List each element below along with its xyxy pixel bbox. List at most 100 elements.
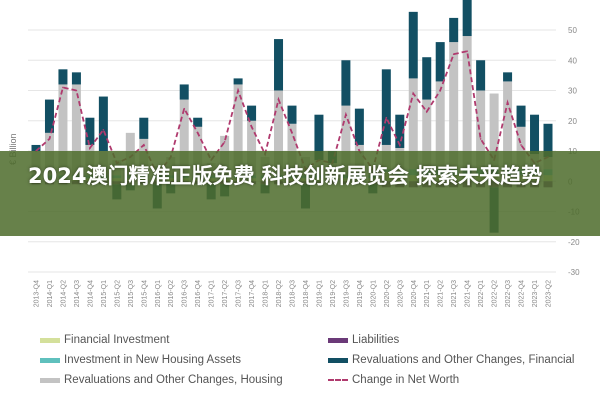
bar-revaluations-and-other-changes-housing — [435, 81, 445, 170]
bar-revaluations-and-other-changes-financial — [31, 144, 41, 151]
x-tick-label: 2015-Q4 — [141, 280, 148, 307]
bar-revaluations-and-other-changes-financial — [193, 117, 203, 127]
legend-swatch — [328, 357, 348, 363]
bar-revaluations-and-other-changes-financial — [71, 72, 81, 85]
bar-revaluations-and-other-changes-financial — [287, 105, 297, 124]
bar-revaluations-and-other-changes-financial — [314, 114, 324, 161]
x-tick-label: 2017-Q4 — [249, 280, 256, 307]
x-tick-label: 2017-Q3 — [236, 280, 243, 307]
net-worth-point — [291, 132, 293, 134]
title-banner — [0, 151, 600, 236]
legend-label: Liabilities — [352, 334, 400, 346]
y-tick-label: -30 — [568, 268, 580, 277]
bar-revaluations-and-other-changes-financial — [98, 96, 108, 151]
legend-item-financial-investment: Financial Investment — [40, 334, 169, 346]
net-worth-point — [412, 92, 415, 95]
bar-revaluations-and-other-changes-financial — [435, 42, 445, 82]
bar-revaluations-and-other-changes-financial — [449, 17, 459, 43]
x-tick-label: 2018-Q1 — [263, 280, 270, 307]
bar-revaluations-and-other-changes-financial — [476, 60, 486, 91]
legend-label: Revaluations and Other Changes, Financia… — [352, 354, 575, 366]
bar-revaluations-and-other-changes-housing — [233, 84, 243, 176]
net-worth-point — [479, 138, 482, 140]
net-worth-point — [385, 116, 388, 119]
bar-revaluations-and-other-changes-financial — [422, 57, 432, 100]
bar-revaluations-and-other-changes-housing — [179, 99, 189, 176]
net-worth-point — [466, 50, 468, 52]
legend-item-liabilities: Liabilities — [328, 334, 399, 346]
x-tick-label: 2015-Q3 — [128, 280, 135, 307]
net-worth-point — [506, 101, 509, 104]
banner-title: 2024澳门精准正版免费 科技创新展览会 探索未来趋势 — [28, 164, 543, 188]
bar-revaluations-and-other-changes-financial — [395, 114, 405, 148]
net-worth-point — [237, 89, 239, 92]
x-tick-label: 2021-Q3 — [451, 280, 458, 307]
x-tick-label: 2022-Q2 — [492, 280, 499, 307]
bar-revaluations-and-other-changes-financial — [381, 69, 391, 145]
legend-item-reval-housing: Revaluations and Other Changes, Housing — [40, 374, 283, 386]
x-tick-label: 2019-Q4 — [357, 280, 364, 307]
net-worth-point — [142, 144, 145, 146]
bar-revaluations-and-other-changes-financial — [462, 0, 472, 37]
net-worth-point — [520, 144, 522, 146]
bar-revaluations-and-other-changes-financial — [44, 99, 54, 133]
x-tick-label: 2017-Q2 — [222, 280, 229, 307]
x-tick-label: 2020-Q4 — [411, 280, 418, 307]
x-tick-label: 2021-Q2 — [438, 280, 445, 307]
y-tick-label: 20 — [568, 117, 577, 126]
x-tick-label: 2016-Q1 — [155, 280, 162, 307]
x-tick-label: 2015-Q2 — [114, 280, 121, 307]
bar-revaluations-and-other-changes-financial — [58, 69, 68, 85]
x-tick-label: 2019-Q3 — [343, 280, 350, 307]
net-worth-point — [250, 126, 253, 128]
y-axis-label: € Billion — [8, 133, 18, 165]
legend-label: Financial Investment — [64, 334, 170, 346]
x-tick-label: 2015-Q1 — [101, 280, 108, 307]
net-worth-point — [89, 147, 91, 149]
net-worth-point — [452, 53, 455, 55]
legend-item-new-housing: Investment in New Housing Assets — [40, 354, 241, 366]
legend-label: Investment in New Housing Assets — [64, 354, 242, 366]
legend-swatch — [40, 357, 60, 363]
x-tick-label: 2022-Q1 — [478, 280, 485, 307]
bar-revaluations-and-other-changes-housing — [476, 90, 486, 170]
x-tick-label: 2020-Q3 — [397, 280, 404, 307]
y-tick-label: 50 — [568, 26, 577, 35]
x-tick-label: 2016-Q4 — [195, 280, 202, 307]
bar-revaluations-and-other-changes-housing — [341, 105, 351, 176]
bar-revaluations-and-other-changes-financial — [85, 117, 95, 145]
bar-revaluations-and-other-changes-financial — [543, 123, 553, 158]
x-tick-label: 2020-Q1 — [370, 280, 377, 307]
bar-revaluations-and-other-changes-financial — [139, 117, 149, 139]
x-tick-label: 2021-Q1 — [424, 280, 431, 307]
x-tick-label: 2014-Q3 — [74, 280, 81, 307]
bar-revaluations-and-other-changes-housing — [516, 126, 526, 170]
net-worth-point — [345, 113, 347, 116]
legend-item-net-worth: Change in Net Worth — [328, 374, 459, 386]
x-tick-label: 2022-Q4 — [519, 280, 526, 307]
x-tick-label: 2023-Q2 — [546, 280, 553, 307]
bar-revaluations-and-other-changes-financial — [516, 105, 526, 127]
bar-revaluations-and-other-changes-housing — [489, 93, 499, 170]
x-tick-label: 2018-Q4 — [303, 280, 310, 307]
y-tick-label: 30 — [568, 87, 577, 96]
net-worth-point — [102, 129, 105, 131]
x-tick-label: 2023-Q1 — [532, 280, 539, 307]
bar-revaluations-and-other-changes-financial — [274, 39, 284, 91]
x-tick-label: 2019-Q2 — [330, 280, 337, 307]
y-tick-label: -20 — [568, 238, 580, 247]
bar-revaluations-and-other-changes-housing — [58, 84, 68, 176]
net-worth-point — [75, 89, 78, 92]
legend-swatch — [40, 377, 60, 383]
x-tick-label: 2014-Q4 — [87, 280, 94, 307]
x-tick-label: 2019-Q1 — [316, 280, 323, 307]
legend-swatch — [328, 337, 348, 343]
net-worth-point — [62, 86, 64, 89]
bar-revaluations-and-other-changes-financial — [354, 108, 364, 145]
net-worth-point — [196, 132, 199, 134]
bar-revaluations-and-other-changes-housing — [247, 120, 257, 176]
bar-revaluations-and-other-changes-housing — [287, 123, 297, 176]
bar-revaluations-and-other-changes-housing — [462, 36, 472, 170]
net-worth-point — [183, 107, 186, 110]
bar-revaluations-and-other-changes-financial — [503, 72, 513, 82]
